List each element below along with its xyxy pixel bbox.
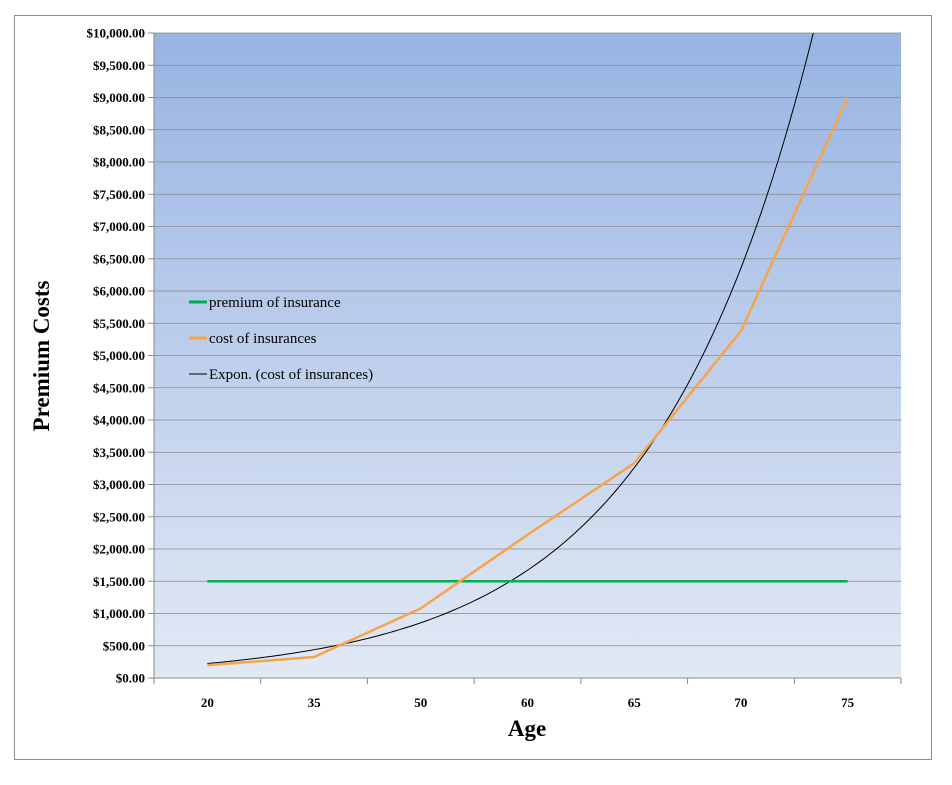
y-tick-label: $500.00: [103, 638, 145, 653]
y-tick-label: $3,500.00: [93, 445, 145, 460]
y-axis-title: Premium Costs: [29, 280, 54, 431]
x-tick-label: 35: [308, 695, 322, 710]
legend-item-trendline: Expon. (cost of insurances): [189, 367, 373, 383]
y-tick-label: $1,000.00: [93, 606, 145, 621]
y-tick-label: $2,500.00: [93, 509, 145, 524]
y-tick-label: $10,000.00: [87, 26, 146, 41]
y-tick-label: $3,000.00: [93, 477, 145, 492]
legend-item-premium: premium of insurance: [189, 295, 341, 311]
y-tick-label: $6,500.00: [93, 251, 145, 266]
y-tick-label: $5,000.00: [93, 348, 145, 363]
x-tick-label: 60: [521, 695, 534, 710]
legend: premium of insurance cost of insurances …: [189, 295, 373, 383]
y-tick-label: $9,500.00: [93, 58, 145, 73]
y-tick-label: $4,500.00: [93, 380, 145, 395]
y-tick-label: $0.00: [116, 671, 145, 686]
legend-label-cost: cost of insurances: [209, 331, 317, 347]
y-tick-label: $2,000.00: [93, 542, 145, 557]
chart-frame: $0.00 $500.00 $1,000.00 $1,500.00 $2,000.00 $…: [14, 15, 932, 760]
y-tick-label: $8,000.00: [93, 155, 145, 170]
x-axis-title: Age: [508, 716, 546, 741]
trendline-expon-cost: [207, 33, 814, 664]
y-tick-label: $7,500.00: [93, 187, 145, 202]
legend-item-cost: cost of insurances: [189, 331, 317, 347]
x-tick-label: 50: [414, 695, 427, 710]
y-tick-label: $5,500.00: [93, 316, 145, 331]
line-chart: $0.00 $500.00 $1,000.00 $1,500.00 $2,000.00 $…: [29, 26, 902, 741]
y-tick-label: $9,000.00: [93, 90, 145, 105]
x-tick-label: 20: [201, 695, 214, 710]
y-tick-label: $4,000.00: [93, 413, 145, 428]
y-tick-label: $7,000.00: [93, 219, 145, 234]
legend-label-trendline: Expon. (cost of insurances): [209, 367, 373, 383]
y-tick-label: $1,500.00: [93, 574, 145, 589]
x-tick-label: 75: [841, 695, 855, 710]
legend-label-premium: premium of insurance: [209, 295, 341, 311]
y-tick-label: $6,000.00: [93, 284, 145, 299]
x-tick-label: 70: [734, 695, 747, 710]
x-tick-label: 65: [628, 695, 642, 710]
y-tick-label: $8,500.00: [93, 122, 145, 137]
